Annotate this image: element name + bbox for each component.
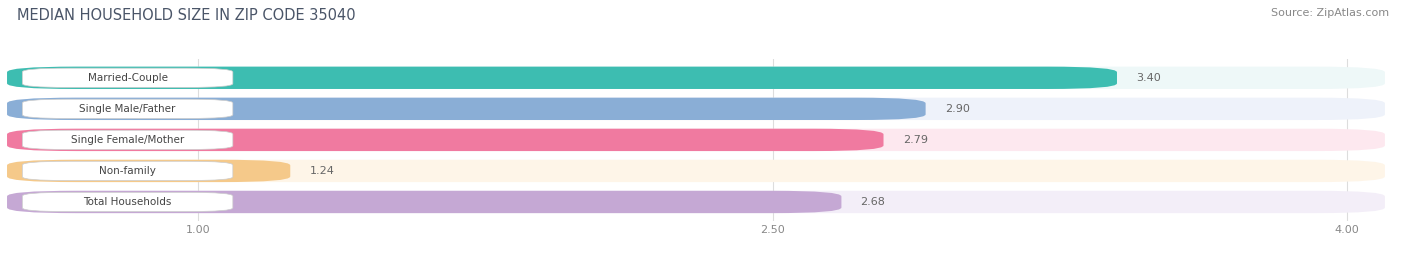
Text: Single Female/Mother: Single Female/Mother <box>70 135 184 145</box>
FancyBboxPatch shape <box>7 98 925 120</box>
Text: 2.68: 2.68 <box>860 197 886 207</box>
Text: Single Male/Father: Single Male/Father <box>79 104 176 114</box>
FancyBboxPatch shape <box>7 129 1385 151</box>
Text: Source: ZipAtlas.com: Source: ZipAtlas.com <box>1271 8 1389 18</box>
FancyBboxPatch shape <box>22 130 233 150</box>
Text: 2.90: 2.90 <box>945 104 970 114</box>
FancyBboxPatch shape <box>7 98 1385 120</box>
FancyBboxPatch shape <box>22 99 233 118</box>
FancyBboxPatch shape <box>7 160 1385 182</box>
FancyBboxPatch shape <box>7 67 1385 89</box>
Text: 3.40: 3.40 <box>1136 73 1161 83</box>
Text: MEDIAN HOUSEHOLD SIZE IN ZIP CODE 35040: MEDIAN HOUSEHOLD SIZE IN ZIP CODE 35040 <box>17 8 356 23</box>
FancyBboxPatch shape <box>22 68 233 87</box>
FancyBboxPatch shape <box>7 191 841 213</box>
Text: Total Households: Total Households <box>83 197 172 207</box>
Text: 1.24: 1.24 <box>309 166 335 176</box>
Text: Married-Couple: Married-Couple <box>87 73 167 83</box>
Text: 2.79: 2.79 <box>903 135 928 145</box>
FancyBboxPatch shape <box>22 161 233 180</box>
FancyBboxPatch shape <box>22 192 233 212</box>
Text: Non-family: Non-family <box>100 166 156 176</box>
FancyBboxPatch shape <box>7 67 1116 89</box>
FancyBboxPatch shape <box>7 160 290 182</box>
FancyBboxPatch shape <box>7 191 1385 213</box>
FancyBboxPatch shape <box>7 129 883 151</box>
